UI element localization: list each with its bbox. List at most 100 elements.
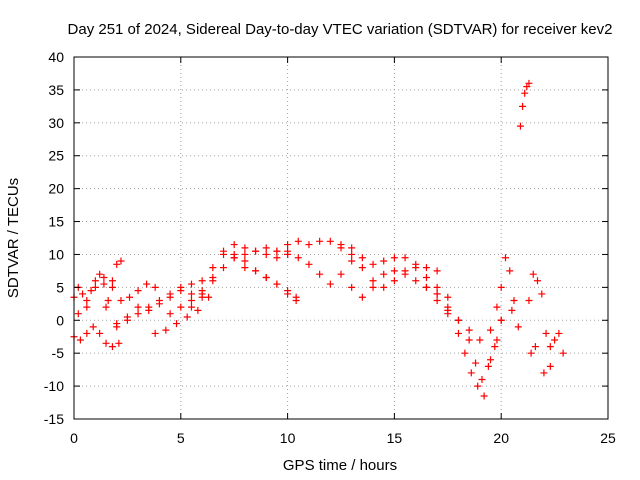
data-point xyxy=(493,303,501,311)
data-point xyxy=(262,244,270,252)
data-point xyxy=(467,369,475,377)
series-descent-1 xyxy=(422,283,501,400)
data-point xyxy=(241,264,249,272)
data-point xyxy=(108,283,116,291)
data-point xyxy=(198,277,206,285)
plot-frame xyxy=(73,56,609,420)
series-plateau-3 xyxy=(337,244,452,301)
data-point xyxy=(262,273,270,281)
data-point xyxy=(115,339,123,347)
x-tick-label: 20 xyxy=(493,430,509,446)
data-point xyxy=(348,283,356,291)
data-point xyxy=(506,267,514,275)
data-point xyxy=(209,264,217,272)
y-tick-label: 35 xyxy=(48,82,64,98)
series-late-jump xyxy=(516,79,533,130)
data-point xyxy=(241,257,249,265)
data-point xyxy=(89,323,97,331)
series-descent-2 xyxy=(433,290,505,384)
data-point xyxy=(83,297,91,305)
data-point xyxy=(230,241,238,249)
data-point xyxy=(444,306,452,314)
data-point xyxy=(166,290,174,298)
data-point xyxy=(177,283,185,291)
data-point xyxy=(380,270,388,278)
y-tick-label: -15 xyxy=(44,411,64,427)
data-point xyxy=(104,297,112,305)
data-point xyxy=(241,244,249,252)
data-point xyxy=(433,297,441,305)
data-point xyxy=(123,316,131,324)
data-point xyxy=(519,102,527,110)
data-point xyxy=(108,343,116,351)
data-point xyxy=(444,293,452,301)
x-tick-label: 0 xyxy=(70,430,78,446)
data-point xyxy=(151,329,159,337)
data-point xyxy=(96,270,104,278)
data-point xyxy=(551,336,559,344)
data-point xyxy=(76,336,84,344)
data-point xyxy=(542,329,550,337)
data-point xyxy=(273,254,281,262)
chart-title: Day 251 of 2024, Sidereal Day-to-day VTE… xyxy=(68,21,613,38)
series-plateau-2 xyxy=(273,247,356,288)
data-point xyxy=(151,283,159,291)
data-point xyxy=(380,283,388,291)
data-point xyxy=(177,303,185,311)
data-point xyxy=(91,283,99,291)
data-point xyxy=(305,241,313,249)
data-point xyxy=(87,287,95,295)
data-point xyxy=(508,306,516,314)
y-tick-label: -5 xyxy=(52,345,65,361)
y-tick-label: -10 xyxy=(44,378,64,394)
data-point xyxy=(478,376,486,384)
data-point xyxy=(83,329,91,337)
data-point xyxy=(198,290,206,298)
data-point xyxy=(252,247,260,255)
data-point xyxy=(369,283,377,291)
data-point xyxy=(230,250,238,258)
data-point xyxy=(497,316,505,324)
data-point xyxy=(102,303,110,311)
data-point xyxy=(134,303,142,311)
data-point xyxy=(480,392,488,400)
data-point xyxy=(162,326,170,334)
data-point xyxy=(134,287,142,295)
data-point xyxy=(461,349,469,357)
data-point xyxy=(433,290,441,298)
data-point xyxy=(516,122,524,130)
data-point xyxy=(454,329,462,337)
data-point xyxy=(422,273,430,281)
data-point xyxy=(538,290,546,298)
series-rise-1 xyxy=(166,241,292,318)
data-point xyxy=(390,267,398,275)
data-point xyxy=(284,250,292,258)
x-axis-label: GPS time / hours xyxy=(283,457,397,474)
data-point xyxy=(305,260,313,268)
data-point xyxy=(476,336,484,344)
data-point xyxy=(209,277,217,285)
data-point xyxy=(292,293,300,301)
series-dip-2 xyxy=(230,250,300,301)
series-end-cluster xyxy=(527,329,567,377)
data-point xyxy=(472,359,480,367)
data-point xyxy=(143,280,151,288)
data-point xyxy=(145,303,153,311)
data-point xyxy=(108,277,116,285)
data-point xyxy=(390,254,398,262)
data-point xyxy=(316,237,324,245)
data-point xyxy=(401,254,409,262)
data-point xyxy=(100,273,108,281)
y-tick-label: 0 xyxy=(56,312,64,328)
data-point xyxy=(546,362,554,370)
data-point xyxy=(546,343,554,351)
data-point xyxy=(187,297,195,305)
y-tick-label: 40 xyxy=(48,49,64,65)
data-point xyxy=(348,257,356,265)
data-point xyxy=(454,316,462,324)
series-wave-b xyxy=(113,273,217,331)
series-early-mid xyxy=(74,273,159,318)
data-point xyxy=(252,267,260,275)
data-point xyxy=(348,250,356,258)
y-tick-label: 15 xyxy=(48,214,64,230)
